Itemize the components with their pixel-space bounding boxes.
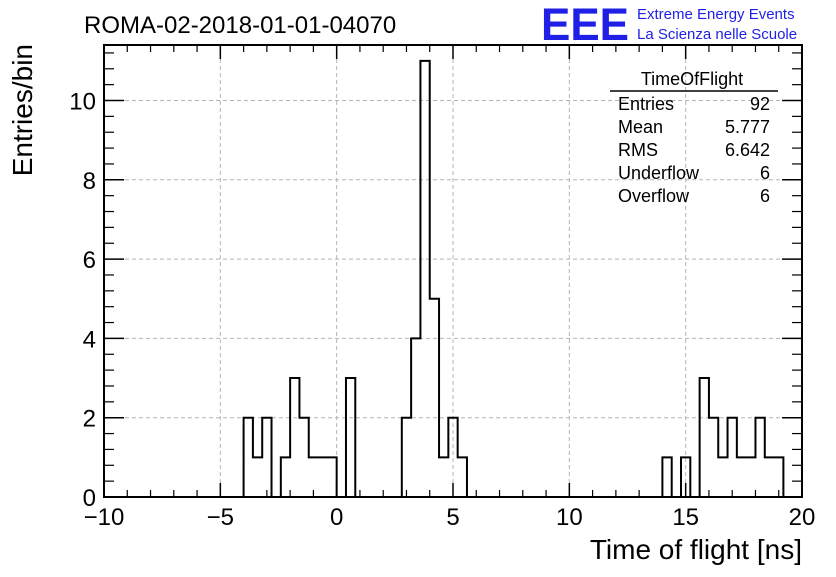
y-tick-label: 10 [69, 89, 96, 116]
y-tick-label: 2 [83, 406, 96, 433]
x-tick-label: 20 [789, 504, 816, 531]
x-tick-label: 10 [556, 504, 583, 531]
stats-value: 5.777 [725, 117, 770, 137]
stats-title: TimeOfFlight [641, 69, 743, 89]
stats-value: 6.642 [725, 140, 770, 160]
stats-box: TimeOfFlight Entries 92 Mean 5.777 RMS 6.642 U… [610, 69, 778, 206]
plot-frame [103, 44, 803, 498]
x-tick-label: 5 [446, 504, 459, 531]
stats-label: Entries [618, 94, 674, 114]
x-tick-label: 15 [672, 504, 699, 531]
x-tick-label: 0 [330, 504, 343, 531]
y-tick-label: 0 [83, 485, 96, 512]
x-tick-label: −10 [84, 504, 125, 531]
stats-label: RMS [618, 140, 658, 160]
eee-logo-line1: Extreme Energy Events [637, 6, 795, 23]
y-tick-label: 4 [83, 326, 96, 353]
stats-value: 6 [760, 186, 770, 206]
y-tick-label: 8 [83, 168, 96, 195]
x-axis-label: Time of flight [ns] [590, 534, 802, 565]
axis-tick-labels: −10 −5 0 5 10 15 20 0 2 4 6 8 10 [69, 89, 815, 531]
grid-lines [104, 45, 802, 497]
y-axis-label: Entries/bin [7, 44, 38, 176]
eee-logo-line2: La Scienza nelle Scuole [637, 26, 797, 43]
y-tick-label: 6 [83, 247, 96, 274]
stats-label: Underflow [618, 163, 700, 183]
stats-value: 92 [750, 94, 770, 114]
run-title: ROMA-02-2018-01-01-04070 [84, 12, 396, 39]
stats-label: Mean [618, 117, 663, 137]
stats-label: Overflow [618, 186, 690, 206]
stats-value: 6 [760, 163, 770, 183]
stats-rows: Entries 92 Mean 5.777 RMS 6.642 Underflow 6 Over… [618, 94, 770, 206]
histogram-outline [104, 59, 802, 498]
eee-logo: EEE Extreme Energy Events La Scienza nel… [541, 0, 797, 50]
x-tick-label: −5 [207, 504, 234, 531]
eee-logo-mark: EEE [541, 0, 629, 50]
